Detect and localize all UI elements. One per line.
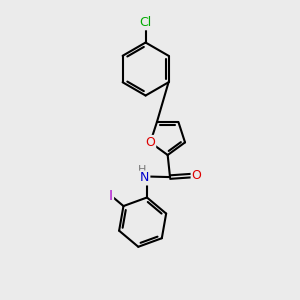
Text: N: N: [140, 172, 149, 184]
Text: O: O: [146, 136, 155, 149]
Text: H: H: [138, 165, 146, 175]
Text: O: O: [192, 169, 202, 182]
Text: I: I: [109, 189, 113, 202]
Text: Cl: Cl: [140, 16, 152, 29]
